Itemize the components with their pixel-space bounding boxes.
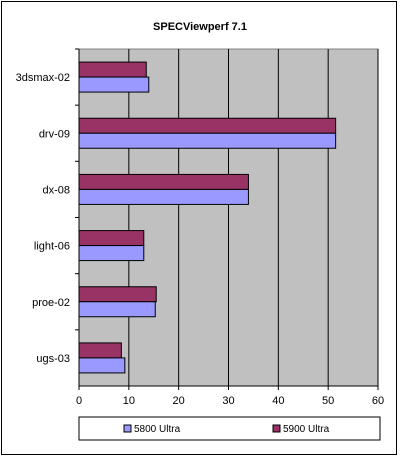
x-tick-labels: 0 10 20 30 40 50 60 [76,395,384,407]
legend-label-5800-ultra: 5800 Ultra [134,424,181,435]
bar-5800-ultra [78,357,126,374]
bar-5900-ultra [78,173,249,190]
bar-5800-ultra [78,132,337,149]
axes [75,48,379,390]
bar-5800-ultra [78,301,156,318]
bars [78,61,337,374]
bar-5900-ultra [78,117,337,134]
bar-5900-ultra [78,230,145,247]
bar-5800-ultra [78,188,249,205]
category-label: light-06 [34,241,70,253]
x-tick-label: 20 [173,395,185,407]
category-label: 3dsmax-02 [16,72,70,84]
x-tick-label: 0 [76,395,82,407]
legend-box [78,416,381,441]
x-tick-label: 40 [272,395,284,407]
legend-label-5900-ultra: 5900 Ultra [283,424,330,435]
x-tick-label: 30 [222,395,234,407]
category-labels: 3dsmax-02 drv-09 dx-08 light-06 proe-02 ugs-0… [16,72,70,365]
chart-title: SPECViewperf 7.1 [153,21,247,33]
category-label: dx-08 [42,184,70,196]
legend-swatch-5900-ultra [272,424,281,433]
x-tick-label: 60 [372,395,384,407]
category-label: ugs-03 [36,353,70,365]
gridlines [128,49,379,386]
bar-5900-ultra [78,286,157,303]
x-tick-label: 50 [322,395,334,407]
legend: 5800 Ultra 5900 Ultra [78,416,381,441]
bar-5800-ultra [78,245,145,262]
x-tick-label: 10 [123,395,135,407]
category-label: drv-09 [39,128,70,140]
bar-5900-ultra [78,342,122,359]
bar-5900-ultra [78,61,147,78]
bar-5800-ultra [78,76,150,93]
legend-swatch-5800-ultra [123,424,132,433]
category-label: proe-02 [32,297,70,309]
